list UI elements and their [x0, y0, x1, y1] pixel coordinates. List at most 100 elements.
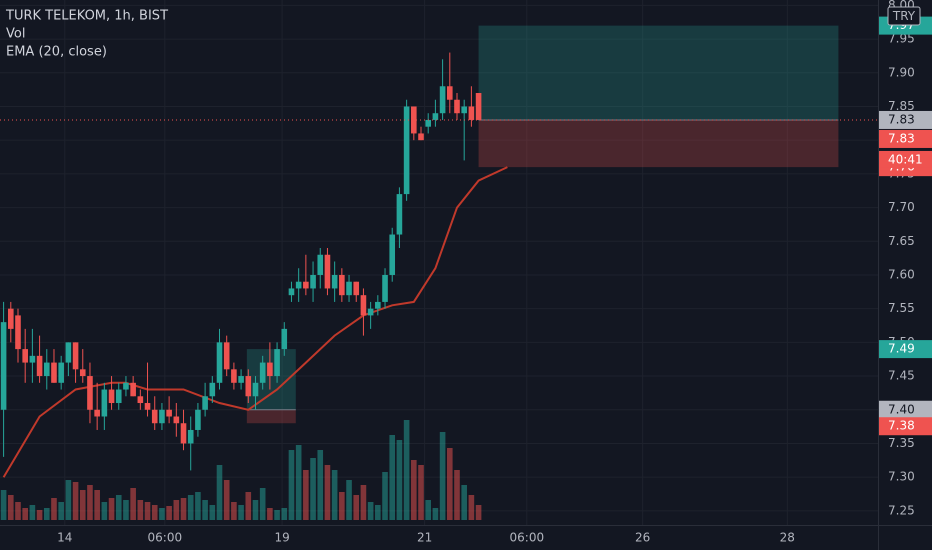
- volume-bar: [245, 492, 252, 520]
- candle-body: [360, 295, 367, 316]
- price-tag-label: 7.38: [888, 419, 915, 433]
- currency-box[interactable]: [887, 6, 921, 26]
- volume-bar: [166, 506, 172, 520]
- candle-body: [101, 389, 108, 417]
- stop-zone: [246, 409, 296, 424]
- y-tick-label: 7.55: [888, 301, 915, 315]
- volume-bar: [475, 505, 482, 520]
- volume-bar: [209, 505, 216, 520]
- volume-bar: [101, 502, 108, 520]
- candle-body: [43, 362, 50, 377]
- y-tick-label: 7.90: [888, 65, 915, 79]
- volume-bar: [65, 480, 72, 520]
- countdown-tag: [879, 150, 932, 168]
- candle-body: [79, 369, 86, 377]
- volume-bar: [238, 505, 244, 520]
- volume-bar: [87, 485, 93, 520]
- price-tag: [879, 340, 932, 359]
- candle-body: [151, 409, 158, 424]
- volume-bar: [425, 500, 432, 520]
- volume-bar: [7, 495, 14, 520]
- volume-bar: [396, 440, 403, 520]
- volume-bar: [432, 508, 439, 520]
- volume-bar: [43, 508, 50, 520]
- volume-bar: [115, 495, 122, 520]
- candle-body: [130, 382, 136, 397]
- candle-body: [65, 342, 72, 363]
- candle-body: [159, 409, 165, 424]
- volume-bar: [216, 465, 223, 520]
- volume-bar: [58, 502, 64, 520]
- volume-bar: [36, 510, 43, 520]
- volume-bar: [187, 495, 194, 520]
- x-tick-label: 21: [417, 531, 432, 545]
- volume-bar: [259, 488, 266, 520]
- volume-bar: [252, 500, 259, 520]
- price-tag-label: 7.83: [888, 112, 915, 126]
- plot-area: [0, 25, 878, 520]
- candle-body: [418, 133, 424, 141]
- volume-bar: [446, 448, 453, 520]
- candle-body: [432, 113, 439, 120]
- candle-body: [468, 106, 475, 120]
- candle-body: [137, 396, 144, 404]
- volume-bar: [29, 505, 36, 520]
- candle-body: [238, 376, 244, 383]
- volume-bar: [317, 450, 324, 520]
- volume-bar: [123, 500, 129, 520]
- x-tick-label: 19: [274, 531, 289, 545]
- candle-body: [173, 416, 180, 424]
- candle-body: [123, 382, 129, 390]
- candle-body: [353, 281, 360, 296]
- stop-zone: [478, 119, 839, 168]
- volume-bar: [195, 492, 201, 520]
- candle-body: [51, 362, 57, 383]
- volume-bar: [51, 498, 57, 520]
- candle-body: [187, 429, 194, 444]
- y-tick-label: 7.95: [888, 32, 915, 46]
- candle-body: [259, 362, 266, 383]
- y-tick-label: 8.00: [888, 0, 915, 12]
- candle-body: [324, 254, 331, 289]
- y-tick-label: 7.45: [888, 369, 915, 383]
- y-tick-label: 7.30: [888, 470, 915, 484]
- candle-body: [209, 382, 216, 397]
- x-tick-label: 28: [780, 531, 795, 545]
- candle-body: [252, 382, 259, 397]
- candle-body: [223, 342, 230, 370]
- candle-body: [216, 342, 223, 383]
- candle-body: [454, 99, 460, 114]
- volume-bar: [382, 472, 388, 520]
- candle-body: [303, 281, 309, 289]
- candle-body: [115, 389, 122, 404]
- y-tick-label: 7.25: [888, 503, 915, 517]
- volume-bar: [418, 465, 424, 520]
- y-tick-label: 7.70: [888, 200, 915, 214]
- candle-body: [0, 322, 7, 410]
- volume-bar: [151, 505, 158, 520]
- price-tag-label: 7.40: [888, 402, 915, 416]
- volume-bar: [180, 498, 187, 520]
- candle-body: [231, 369, 237, 383]
- price-tag-label: 7.83: [888, 131, 915, 145]
- candle-body: [411, 106, 417, 134]
- volume-bar: [137, 500, 144, 520]
- volume-bar: [173, 500, 180, 520]
- candle-body: [439, 86, 446, 114]
- candle-body: [180, 423, 187, 444]
- candle-body: [245, 376, 252, 397]
- candle-body: [425, 119, 432, 127]
- volume-bar: [324, 465, 331, 520]
- price-tag: [879, 417, 932, 436]
- volume-bar: [468, 495, 475, 520]
- countdown: 40:41: [888, 152, 923, 166]
- candle-body: [108, 389, 115, 404]
- candle-body: [295, 281, 302, 289]
- currency[interactable]: TRY: [892, 9, 916, 23]
- candle-body: [367, 308, 374, 316]
- chart-title: TURK TELEKOM, 1h, BIST: [5, 9, 168, 24]
- candle-body: [382, 274, 388, 302]
- volume-bar: [144, 502, 151, 520]
- candle-body: [274, 349, 280, 377]
